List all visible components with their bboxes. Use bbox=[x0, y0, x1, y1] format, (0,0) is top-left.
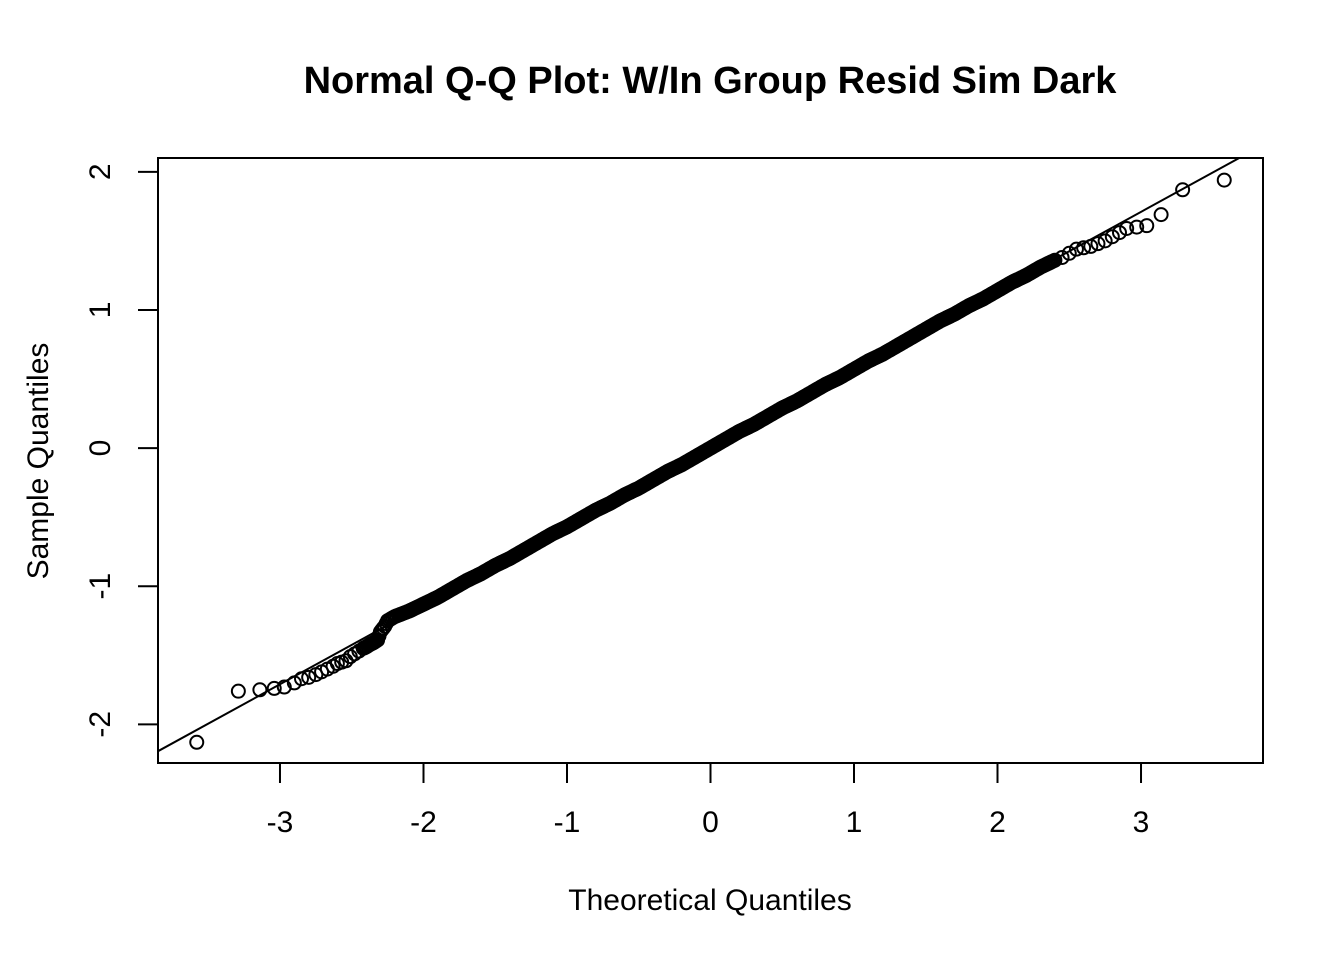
x-tick-label: 2 bbox=[989, 806, 1006, 839]
data-point bbox=[444, 581, 460, 597]
data-point bbox=[1033, 259, 1049, 275]
data-point bbox=[1083, 238, 1099, 254]
data-point bbox=[266, 680, 282, 696]
data-point bbox=[189, 734, 205, 750]
y-tick-label: 1 bbox=[84, 302, 117, 319]
data-point bbox=[932, 313, 948, 329]
data-point bbox=[380, 613, 396, 629]
data-point bbox=[688, 448, 704, 464]
x-tick-label: 0 bbox=[702, 806, 719, 839]
y-tick-label: 0 bbox=[84, 440, 117, 457]
data-point bbox=[301, 669, 317, 685]
data-point bbox=[860, 353, 876, 369]
data-point bbox=[394, 606, 410, 622]
data-point bbox=[703, 440, 718, 456]
data-point bbox=[1119, 220, 1135, 236]
data-point bbox=[789, 393, 805, 409]
data-point bbox=[803, 385, 819, 401]
data-point bbox=[645, 472, 661, 488]
data-point bbox=[990, 283, 1006, 299]
data-point bbox=[918, 321, 934, 337]
data-point bbox=[1018, 267, 1034, 283]
data-point bbox=[875, 346, 891, 362]
data-point bbox=[760, 408, 776, 424]
data-point bbox=[502, 551, 518, 567]
data-point bbox=[1076, 240, 1092, 256]
x-tick-label: -1 bbox=[554, 806, 581, 839]
data-point bbox=[1090, 236, 1106, 252]
data-point bbox=[473, 566, 489, 582]
data-point bbox=[946, 306, 962, 322]
data-point bbox=[659, 464, 675, 480]
data-point bbox=[286, 675, 302, 691]
y-tick-label: -1 bbox=[84, 573, 117, 600]
data-point bbox=[573, 511, 589, 527]
data-point bbox=[1104, 229, 1120, 245]
data-point bbox=[1004, 274, 1020, 290]
data-point bbox=[1111, 225, 1127, 241]
x-axis-label: Theoretical Quantiles bbox=[568, 884, 851, 917]
data-point bbox=[252, 682, 268, 698]
data-point bbox=[1175, 182, 1191, 198]
chart-title: Normal Q-Q Plot: W/In Group Resid Sim Da… bbox=[304, 60, 1118, 102]
data-point bbox=[1153, 207, 1169, 223]
y-axis-label: Sample Quantiles bbox=[22, 343, 55, 580]
x-tick-label: -3 bbox=[267, 806, 294, 839]
x-tick-label: 1 bbox=[846, 806, 863, 839]
data-point bbox=[1054, 249, 1070, 265]
data-point bbox=[1047, 252, 1063, 268]
data-point bbox=[903, 330, 919, 346]
data-point bbox=[774, 400, 790, 416]
data-point bbox=[430, 589, 446, 605]
data-point bbox=[1097, 233, 1113, 249]
data-point bbox=[1129, 219, 1145, 235]
data-point bbox=[602, 495, 618, 511]
x-axis: -3 -2 -1 0 1 2 3 bbox=[267, 763, 1150, 839]
x-tick-label: -2 bbox=[410, 806, 437, 839]
data-point bbox=[370, 632, 386, 648]
y-tick-label: 2 bbox=[84, 163, 117, 180]
plot-area bbox=[158, 158, 1242, 753]
y-tick-label: -2 bbox=[84, 711, 117, 738]
data-point bbox=[387, 609, 403, 625]
data-point bbox=[1216, 172, 1232, 188]
series-0 bbox=[189, 172, 1232, 750]
data-point bbox=[459, 573, 475, 589]
data-point bbox=[746, 417, 762, 433]
data-point bbox=[975, 291, 991, 307]
data-point bbox=[276, 679, 292, 695]
data-point bbox=[1061, 245, 1077, 261]
data-point bbox=[961, 298, 977, 314]
data-point bbox=[1139, 218, 1155, 234]
data-point bbox=[415, 596, 431, 612]
data-point bbox=[717, 432, 733, 448]
data-point bbox=[846, 361, 862, 377]
data-point bbox=[731, 423, 747, 439]
data-point bbox=[516, 542, 532, 558]
data-point bbox=[487, 557, 503, 573]
x-tick-label: 3 bbox=[1133, 806, 1150, 839]
data-point bbox=[559, 519, 575, 535]
data-point bbox=[832, 370, 848, 386]
data-point bbox=[588, 502, 604, 518]
data-point bbox=[1068, 241, 1084, 257]
y-axis: -2 -1 0 1 2 bbox=[84, 163, 158, 738]
data-point bbox=[674, 457, 690, 473]
data-point bbox=[631, 480, 647, 496]
data-point bbox=[294, 671, 310, 687]
data-point bbox=[616, 487, 632, 503]
data-point bbox=[889, 338, 905, 354]
data-point bbox=[401, 603, 417, 619]
data-point bbox=[817, 377, 833, 393]
data-point bbox=[530, 534, 546, 550]
data-point bbox=[545, 526, 561, 542]
data-point bbox=[230, 683, 246, 699]
